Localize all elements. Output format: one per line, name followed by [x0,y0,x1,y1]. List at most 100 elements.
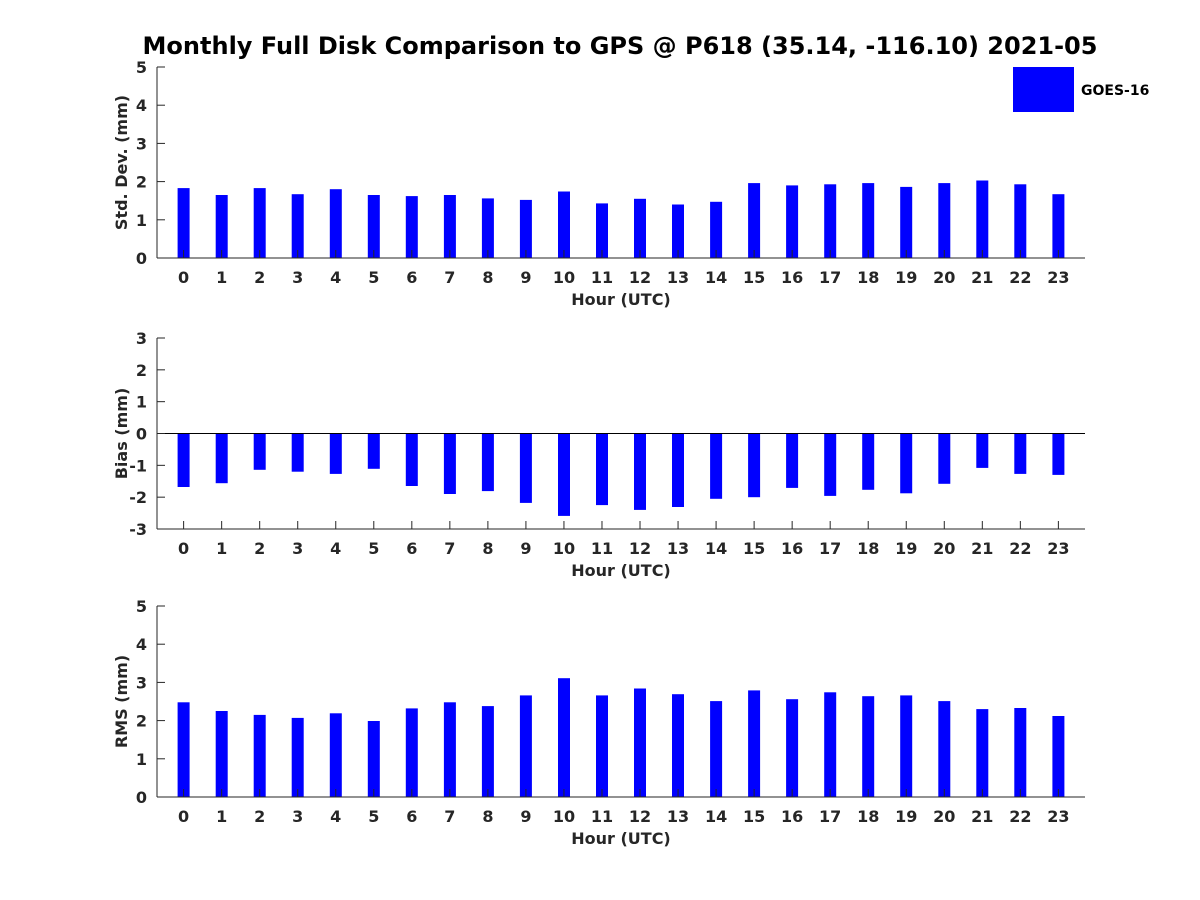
x-tick-label: 6 [406,807,417,826]
x-tick-label: 12 [629,807,651,826]
y-axis-label: RMS (mm) [112,655,131,748]
x-tick-label: 19 [895,539,917,558]
bar [215,433,228,484]
x-tick-label: 7 [444,268,455,287]
x-tick-label: 6 [406,268,417,287]
x-tick-label: 8 [482,268,493,287]
x-tick-label: 23 [1047,268,1069,287]
x-tick-label: 4 [330,807,341,826]
x-tick-label: 2 [254,807,265,826]
bar [596,203,608,258]
x-tick-label: 1 [216,807,227,826]
x-axis-label: Hour (UTC) [571,290,671,309]
x-tick-label: 4 [330,539,341,558]
bar [634,198,646,258]
bar [367,195,380,258]
bar [291,433,304,472]
x-tick-label: 21 [971,807,993,826]
bar [862,696,875,797]
x-tick-label: 12 [629,539,651,558]
bar [824,692,837,797]
bar [443,702,456,797]
x-tick-label: 5 [368,807,379,826]
x-tick-label: 8 [482,539,493,558]
bar [215,711,228,797]
x-tick-label: 19 [895,268,917,287]
x-tick-label: 21 [971,268,993,287]
bar [900,186,913,258]
legend-label: GOES-16 [1081,83,1149,99]
x-tick-label: 6 [406,539,417,558]
x-tick-label: 4 [330,268,341,287]
y-tick-label: 0 [136,425,147,444]
bar [672,694,684,797]
x-tick-label: 5 [368,268,379,287]
bar [938,433,951,484]
x-tick-label: 1 [216,539,227,558]
x-axis-label: Hour (UTC) [571,561,671,580]
bar [558,678,570,797]
bar [558,433,570,516]
y-axis-label: Bias (mm) [112,388,131,480]
x-tick-label: 10 [553,807,575,826]
x-tick-label: 22 [1009,539,1031,558]
bar [786,433,799,488]
bar [253,188,266,258]
x-tick-label: 3 [292,268,303,287]
x-tick-label: 19 [895,807,917,826]
bar [634,433,646,510]
x-tick-label: 11 [591,268,613,287]
bar [481,198,494,258]
bar [976,180,989,258]
y-tick-label: 2 [136,361,147,380]
x-tick-label: 14 [705,539,727,558]
x-tick-label: 20 [933,268,955,287]
x-tick-label: 13 [667,268,689,287]
bar [786,185,799,258]
bar [367,721,380,797]
x-tick-label: 16 [781,807,803,826]
x-tick-label: 3 [292,807,303,826]
x-tick-label: 22 [1009,268,1031,287]
y-tick-label: 4 [136,96,147,115]
bar [786,699,799,797]
bar [519,695,532,797]
y-tick-label: 2 [136,712,147,731]
bar [710,701,723,797]
bar [862,433,875,490]
bar [938,183,951,258]
bar [443,195,456,258]
bar [710,433,723,499]
y-tick-label: 2 [136,173,147,192]
x-tick-label: 1 [216,268,227,287]
x-tick-label: 10 [553,268,575,287]
bar [1014,708,1027,797]
bar [672,204,684,258]
bar [291,717,304,797]
bar [253,433,266,470]
x-tick-label: 9 [520,539,531,558]
bar [1014,184,1027,258]
x-tick-label: 20 [933,539,955,558]
y-tick-label: -3 [129,520,147,539]
x-tick-label: 13 [667,539,689,558]
x-tick-label: 7 [444,539,455,558]
y-axis-label: Std. Dev. (mm) [112,95,131,230]
y-tick-label: 3 [136,134,147,153]
bar [1052,716,1065,797]
bar [596,695,608,797]
x-tick-label: 17 [819,539,841,558]
x-tick-label: 12 [629,268,651,287]
bar [367,433,380,469]
bar [329,433,342,474]
bar [481,433,494,492]
x-tick-label: 16 [781,539,803,558]
bar [519,199,532,258]
bar [405,433,418,486]
y-tick-label: -1 [129,456,147,475]
bar [177,702,190,797]
x-tick-label: 14 [705,268,727,287]
